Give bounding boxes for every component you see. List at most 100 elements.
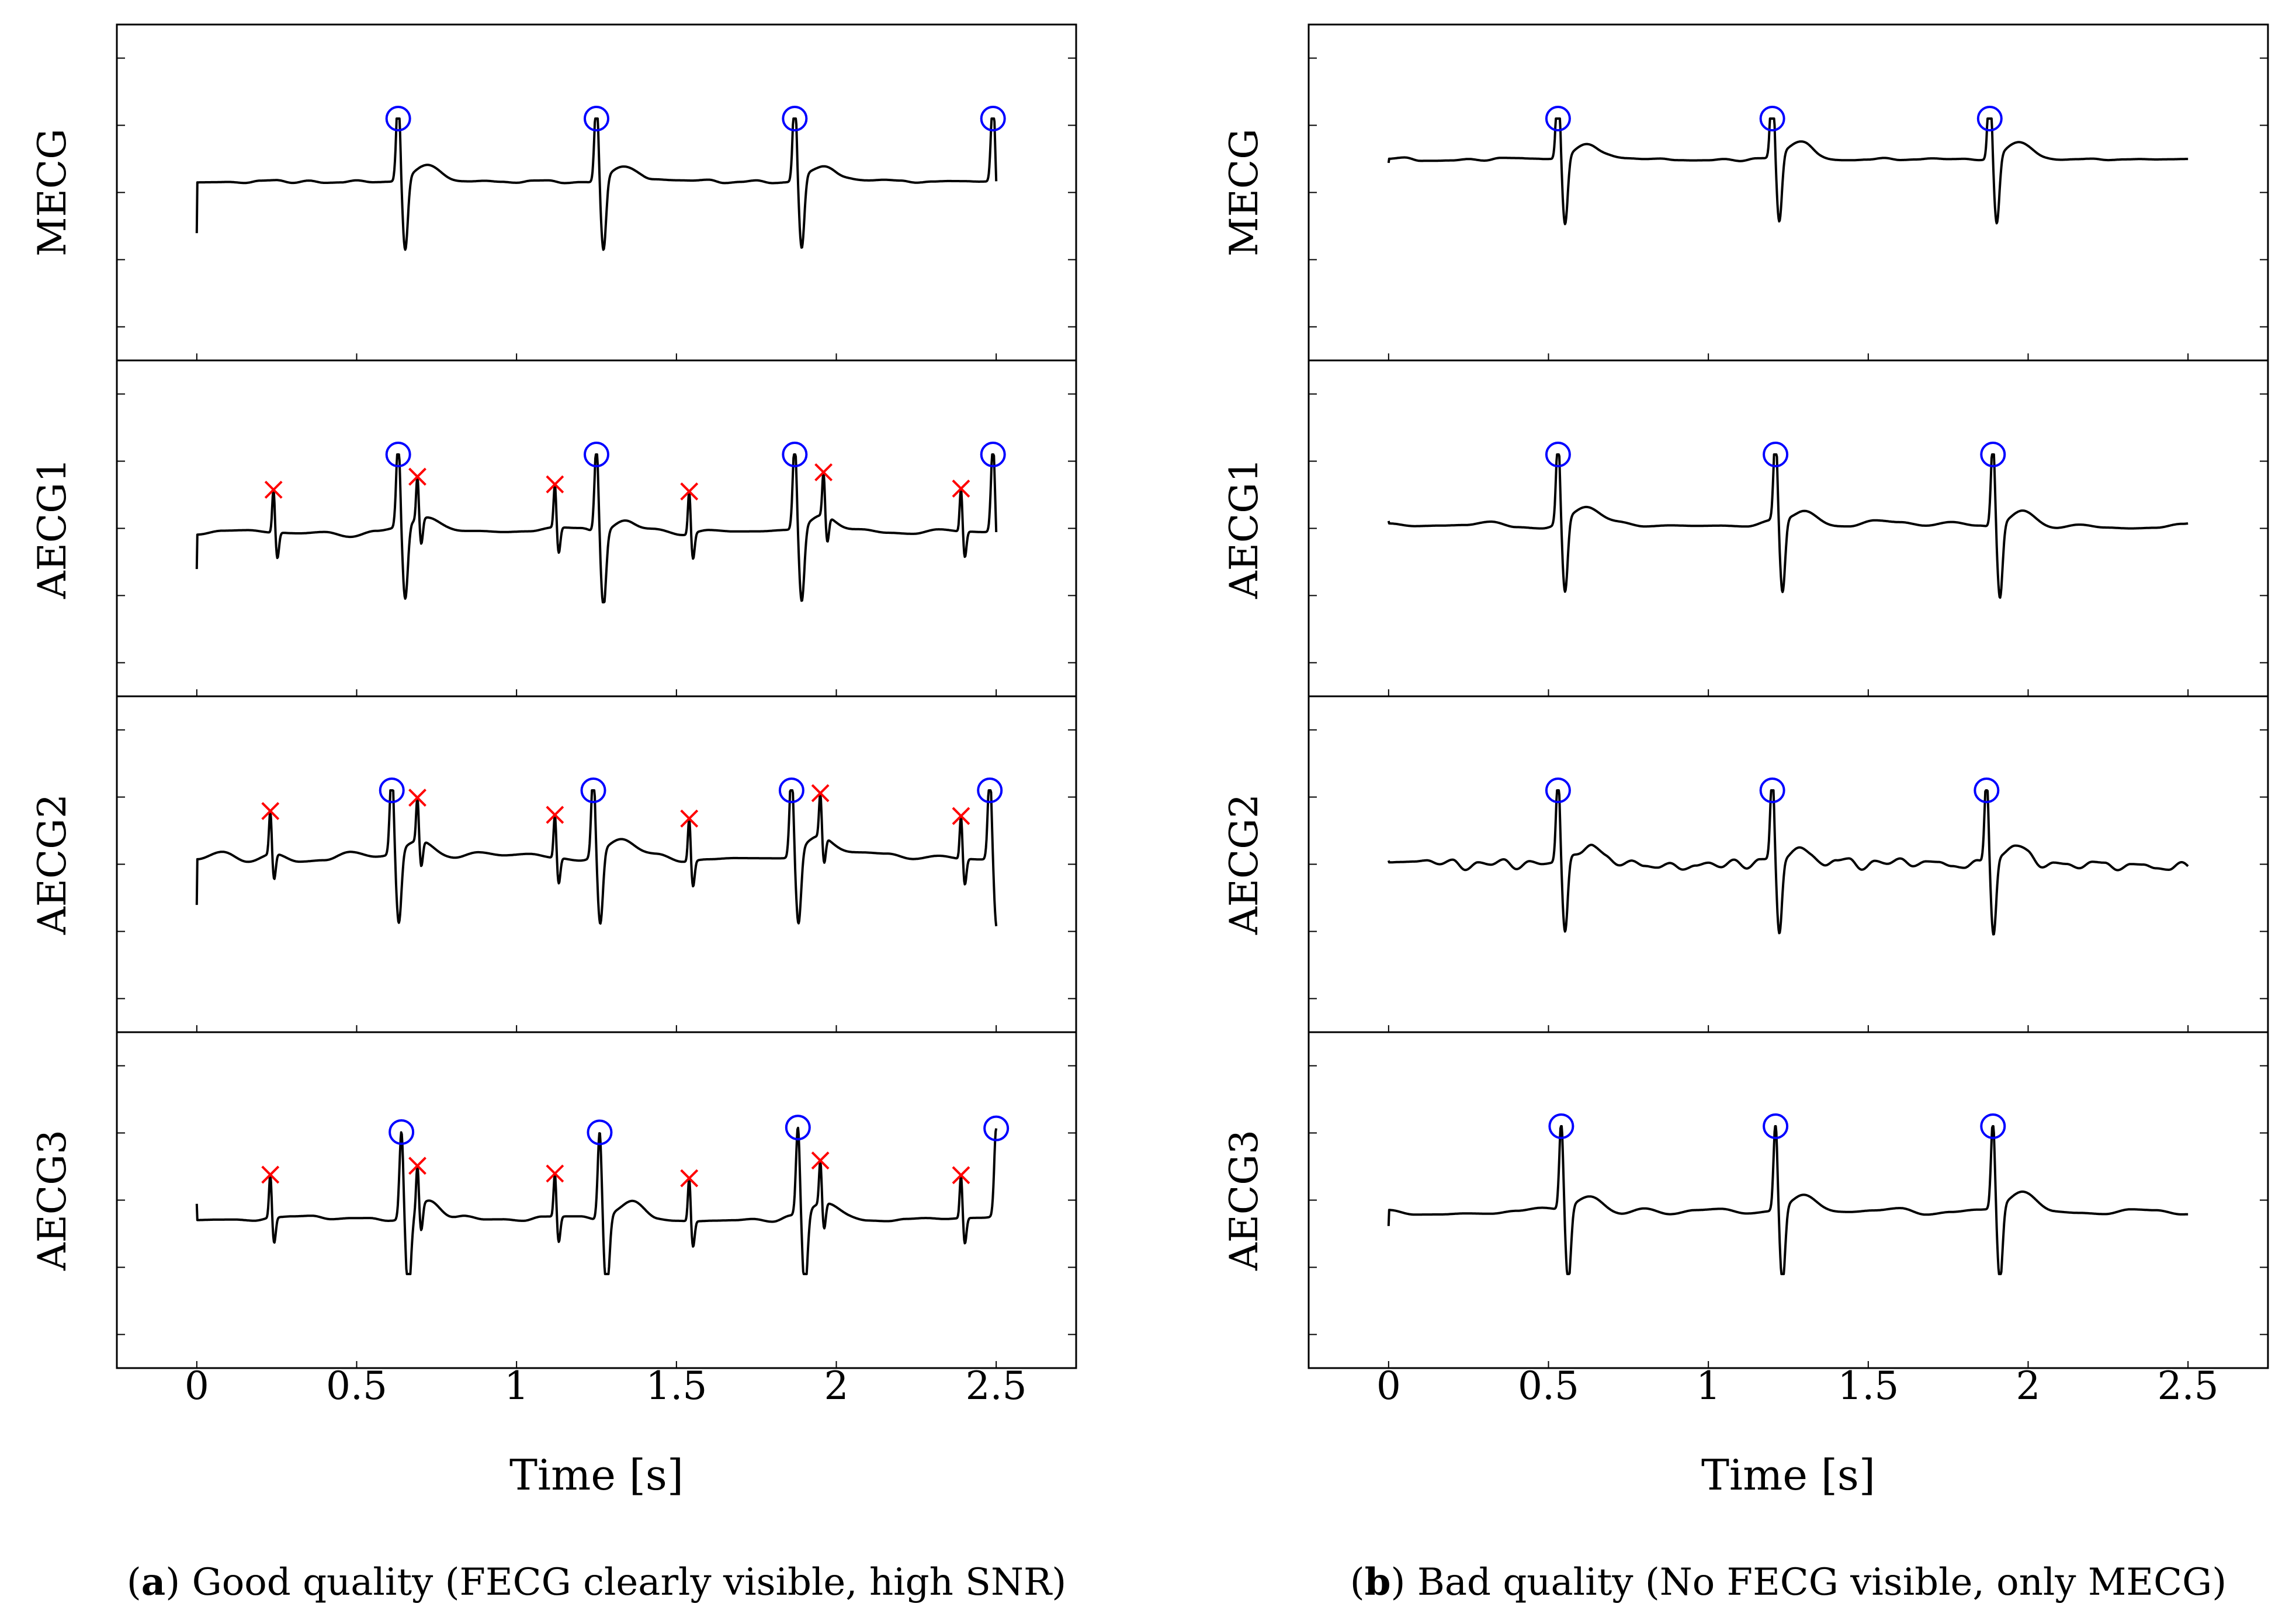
fetal-peak-marker [814,463,833,481]
fetal-peak-marker [408,1157,426,1175]
maternal-peak-marker [1980,1113,2006,1139]
maternal-peak-marker [580,778,606,803]
fetal-cross-stroke [952,807,970,825]
subplot-aecg3: AECG3 [30,1031,1077,1369]
row-label-aecg1: AECG1 [1222,458,1267,599]
subplot-frame [1307,23,2269,362]
row-label-mecg: MECG [1222,129,1267,256]
subplot-frame [1307,1031,2269,1369]
caption-b-tag: b [1365,1560,1391,1604]
maternal-peak-marker [385,106,411,131]
maternal-peak-marker [980,106,1006,131]
maternal-peak-marker [983,1115,1010,1141]
fetal-cross-stroke [952,1166,970,1185]
subplot-frame [116,23,1077,362]
maternal-peak-marker [1548,1113,1574,1139]
fetal-cross-stroke [811,784,830,803]
maternal-peak-marker [1545,778,1571,803]
row-label-aecg3: AECG3 [30,1130,75,1271]
subplot-aecg2: AECG2 [1222,695,2269,1033]
x-tick-label: 2 [2016,1363,2041,1408]
fetal-peak-marker [261,801,280,820]
maternal-peak-marker [1759,106,1785,131]
fetal-peak-marker [811,784,830,803]
fetal-peak-marker [952,807,970,825]
fetal-cross-stroke [952,479,970,498]
maternal-peak-marker [1759,778,1785,803]
maternal-peak-marker [782,442,808,467]
subplot-frame [1307,695,2269,1033]
panel-bad-quality: MECG AECG1 AECG2 AECG3 0 0.5 1 1.5 2 2.5 [1222,23,2269,1408]
x-tick-label: 2.5 [2158,1363,2219,1408]
subplot-aecg2: AECG2 [30,695,1077,1033]
maternal-peak-marker [1980,442,2006,467]
fetal-peak-marker [680,1169,699,1188]
x-tick-label: 2 [824,1363,849,1408]
fetal-cross-stroke [811,1151,830,1170]
maternal-peak-marker [587,1119,613,1146]
caption-b: (b) Bad quality (No FECG visible, only M… [1350,1560,2226,1604]
x-tick-label: 0 [185,1363,209,1408]
ecg-trace-aecg2 [1387,789,2189,936]
fetal-peak-marker [546,475,564,494]
fetal-cross-stroke [680,809,699,828]
fetal-peak-marker [408,467,426,486]
fetal-peak-marker [408,789,426,807]
maternal-peak-marker [1974,778,2000,803]
subplot-aecg1: AECG1 [30,359,1077,697]
ecg-trace-mecg [1387,117,2189,225]
subplot-mecg: MECG [1222,23,2269,362]
fetal-cross-stroke [680,1169,699,1188]
subplot-frame [116,359,1077,697]
x-axis-label-b: Time [s] [1701,1450,1875,1500]
caption-b-text: Bad quality (No FECG visible, only MECG) [1405,1561,2226,1604]
ecg-trace-aecg1 [1387,453,2189,599]
x-axis-label-a: Time [s] [509,1450,684,1500]
caption-b-open: ( [1350,1561,1365,1604]
x-tick-label: 2.5 [966,1363,1027,1408]
fetal-peak-marker [546,1164,564,1183]
caption-a-open: ( [127,1561,141,1604]
maternal-peak-marker [980,442,1006,467]
fetal-peak-marker [680,809,699,828]
maternal-peak-marker [1763,442,1789,467]
x-tick-label: 1.5 [646,1363,707,1408]
x-tick-label: 1.5 [1837,1363,1899,1408]
maternal-peak-marker [1763,1113,1789,1139]
fetal-cross-stroke [408,1157,426,1175]
row-label-aecg3: AECG3 [1222,1130,1267,1271]
row-label-aecg1: AECG1 [30,458,75,599]
ecg-trace-mecg [195,117,998,251]
caption-a-tag: a [141,1560,165,1604]
maternal-peak-marker [584,442,609,467]
subplot-aecg1: AECG1 [1222,359,2269,697]
row-label-aecg2: AECG2 [1222,794,1267,935]
fetal-peak-marker [546,806,564,824]
fetal-cross-stroke [546,806,564,824]
fetal-peak-marker [952,1166,970,1185]
fetal-cross-stroke [680,482,699,501]
x-tick-label: 0.5 [326,1363,387,1408]
maternal-peak-marker [1976,106,2003,131]
fetal-cross-stroke [261,801,280,820]
caption-a-text: Good quality (FECG clearly visible, high… [180,1561,1066,1604]
subplot-mecg: MECG [30,23,1077,362]
maternal-peak-marker [385,442,411,467]
row-label-aecg2: AECG2 [30,794,75,935]
ecg-trace-aecg2 [195,789,998,926]
maternal-peak-marker [977,778,1003,803]
panel-good-quality: MECG AECG1 AECG2 AECG3 0 0.5 1 1.5 2 2.5 [30,23,1077,1408]
x-tick-label: 1 [1696,1363,1721,1408]
x-tick-label: 0 [1376,1363,1401,1408]
fetal-peak-marker [811,1151,830,1170]
caption-a-close: ) [165,1561,180,1604]
maternal-peak-marker [584,106,609,131]
maternal-peak-marker [778,778,804,803]
ecg-trace-aecg3 [1387,1125,2189,1275]
maternal-peak-marker [782,106,808,131]
fetal-cross-stroke [408,789,426,807]
fetal-peak-marker [264,480,283,499]
caption-a: (a) Good quality (FECG clearly visible, … [127,1560,1066,1604]
row-label-mecg: MECG [30,129,75,256]
